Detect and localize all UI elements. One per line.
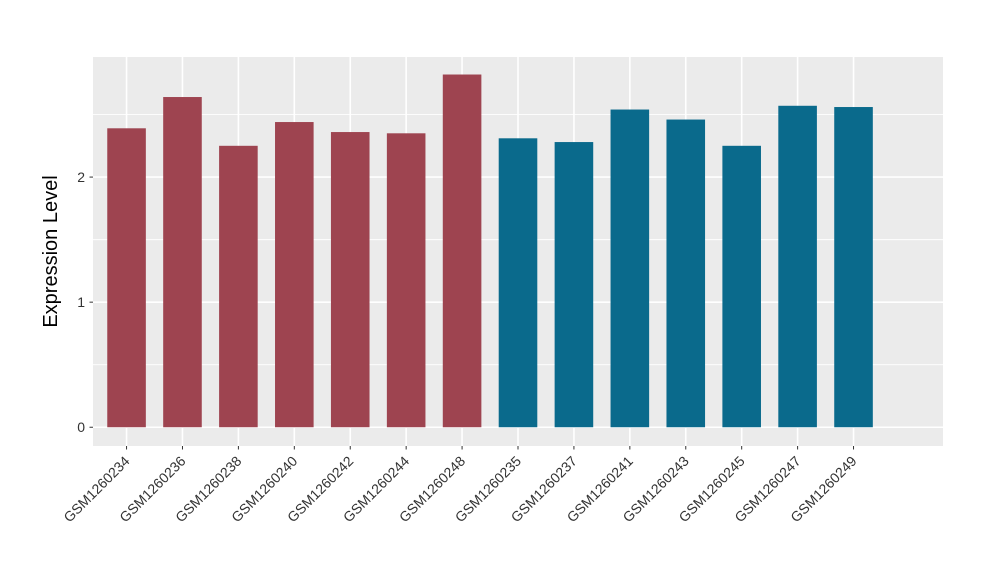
bar-GSM1260242: [330, 132, 370, 428]
bar-GSM1260241: [610, 109, 650, 428]
bar-GSM1260238: [219, 145, 258, 428]
bar-GSM1260235: [498, 138, 538, 428]
y-axis-title: Expression Level: [40, 175, 62, 327]
bar-GSM1260249: [834, 107, 873, 428]
bar-GSM1260244: [386, 133, 426, 428]
bar-GSM1260247: [778, 105, 817, 428]
y-tick-label: 2: [77, 169, 85, 185]
bar-GSM1260236: [163, 97, 202, 428]
bar-GSM1260243: [666, 119, 706, 428]
bar-GSM1260245: [722, 145, 761, 428]
bar-GSM1260240: [275, 122, 314, 428]
bar-GSM1260248: [442, 74, 482, 428]
y-tick-label: 0: [77, 419, 85, 435]
bar-GSM1260234: [107, 128, 146, 428]
bar-GSM1260237: [554, 142, 594, 428]
y-tick-label: 1: [77, 294, 85, 310]
